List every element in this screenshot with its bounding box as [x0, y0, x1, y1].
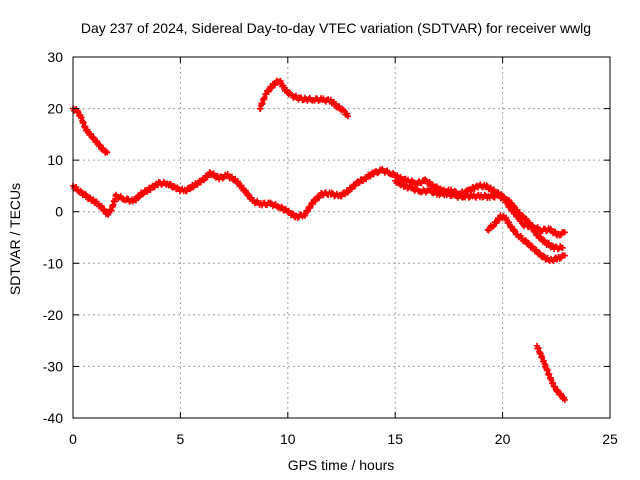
series-track-a: [70, 105, 111, 156]
y-tick-label: 0: [55, 204, 63, 220]
x-tick-label: 10: [280, 431, 296, 447]
data-point: [561, 229, 568, 236]
y-tick-label: 30: [47, 49, 63, 65]
data-point: [90, 196, 97, 203]
data-point: [332, 100, 339, 107]
y-tick-label: -20: [43, 307, 63, 323]
data-point: [434, 183, 441, 190]
data-point: [344, 113, 351, 120]
data-point: [228, 173, 235, 180]
data-point: [288, 90, 295, 97]
data-point: [341, 191, 348, 198]
plot-frame: [72, 56, 611, 419]
x-tick-label: 20: [495, 431, 511, 447]
data-point: [104, 149, 111, 156]
data-point: [88, 130, 95, 137]
data-point: [516, 209, 523, 216]
data-point: [151, 184, 158, 191]
axis-ticks: 0 5 10 15 20 25 -40 -30 -20 -10 0 10 20 30: [43, 49, 618, 447]
data-point: [81, 190, 88, 197]
data-point: [537, 250, 544, 257]
data-point: [559, 244, 566, 251]
data-series: [70, 77, 568, 403]
data-point: [133, 197, 140, 204]
data-point: [561, 396, 568, 403]
data-point: [540, 252, 547, 259]
data-point: [103, 148, 110, 155]
data-point: [200, 177, 207, 184]
data-point: [533, 246, 540, 253]
x-axis-label: GPS time / hours: [288, 457, 395, 473]
chart-title: Day 237 of 2024, Sidereal Day-to-day VTE…: [81, 20, 591, 36]
data-point: [183, 188, 190, 195]
data-point: [336, 103, 343, 110]
y-tick-label: 10: [47, 152, 63, 168]
data-point: [242, 187, 249, 194]
data-point: [94, 138, 101, 145]
data-point: [98, 203, 105, 210]
data-point: [483, 182, 490, 189]
data-point: [279, 204, 286, 211]
y-tick-label: -40: [43, 410, 63, 426]
data-point: [338, 193, 345, 200]
data-point: [489, 223, 496, 230]
data-point: [87, 194, 94, 201]
data-point: [290, 210, 297, 217]
data-point: [519, 212, 526, 219]
data-point: [139, 191, 146, 198]
data-point: [558, 390, 565, 397]
data-point: [238, 182, 245, 189]
grid-lines: [73, 57, 610, 418]
data-point: [367, 173, 374, 180]
data-point: [561, 252, 568, 259]
series-track-d: [392, 177, 566, 253]
data-point: [356, 179, 363, 186]
x-tick-label: 0: [69, 431, 77, 447]
data-point: [245, 191, 252, 198]
data-point: [73, 184, 80, 191]
x-tick-label: 5: [177, 431, 185, 447]
y-tick-label: 20: [47, 101, 63, 117]
y-tick-label: -30: [43, 358, 63, 374]
series-track-f: [533, 342, 568, 403]
data-point: [467, 188, 474, 195]
y-tick-label: -10: [43, 255, 63, 271]
data-point: [508, 223, 515, 230]
series-track-e: [484, 212, 568, 265]
data-point: [552, 383, 559, 390]
data-point: [101, 207, 108, 214]
data-point: [327, 96, 334, 103]
data-point: [283, 86, 290, 93]
data-point: [395, 178, 402, 185]
x-tick-label: 25: [602, 431, 618, 447]
data-point: [485, 227, 492, 234]
y-axis-label: SDTVAR / TECUs: [7, 183, 23, 295]
data-point: [352, 182, 359, 189]
data-point: [552, 228, 559, 235]
series-track-b: [256, 77, 351, 120]
data-point: [167, 180, 174, 187]
data-point: [512, 228, 519, 235]
data-point: [271, 82, 278, 89]
x-tick-label: 15: [387, 431, 403, 447]
